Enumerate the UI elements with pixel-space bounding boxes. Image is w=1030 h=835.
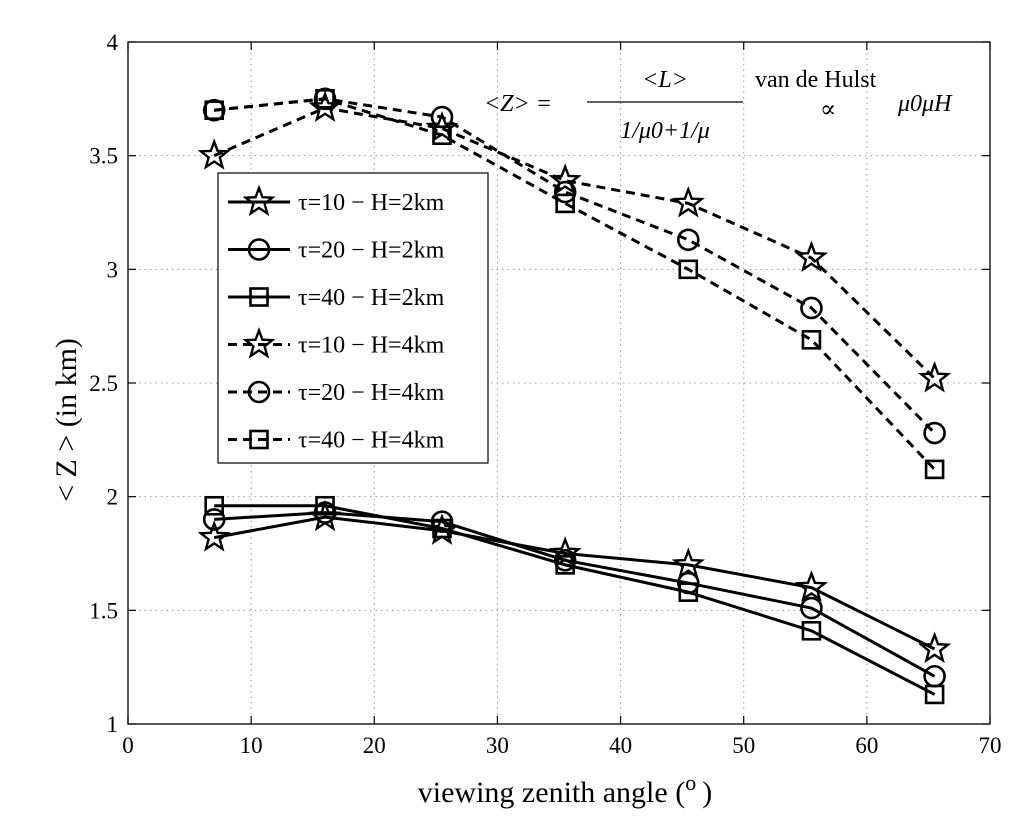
legend-entry: τ=40 − H=2km <box>228 285 445 311</box>
x-axis-label-superscript: o <box>685 770 696 795</box>
series-line <box>214 511 936 678</box>
data-point-circle <box>923 421 946 445</box>
data-point-circle <box>202 508 226 531</box>
series-3 <box>204 495 945 705</box>
x-tick-label: 10 <box>240 733 263 758</box>
data-point-square <box>432 518 452 539</box>
legend-entry: τ=10 − H=4km <box>228 327 445 359</box>
legend-entry: τ=20 − H=2km <box>228 238 445 264</box>
data-point-square <box>678 582 699 602</box>
legend-label: τ=40 − H=2km <box>298 285 445 311</box>
x-tick-label: 60 <box>855 733 878 758</box>
data-point-circle <box>553 180 577 204</box>
x-tick-label: 70 <box>979 733 1002 758</box>
legend-label: τ=10 − H=2km <box>298 190 445 216</box>
legend-label: τ=40 − H=4km <box>298 428 445 454</box>
formula-rhs: μ0μH <box>897 91 953 117</box>
legend-marker-star <box>242 184 276 217</box>
data-point-square <box>801 620 822 641</box>
data-point-circle <box>430 510 454 533</box>
series-6 <box>204 89 945 480</box>
legend-label: τ=10 − H=4km <box>298 333 445 359</box>
data-point-square <box>678 259 699 280</box>
x-axis-label-text: viewing zenith angle ( <box>418 776 685 809</box>
formula-denominator: 1/μ0+1/μ <box>620 118 710 144</box>
legend-entry: τ=10 − H=2km <box>228 184 445 217</box>
series-line <box>213 515 936 651</box>
data-point-star <box>918 361 952 393</box>
x-tick-label: 50 <box>732 733 755 758</box>
x-tick-label: 20 <box>363 733 386 758</box>
y-tick-label: 4 <box>107 30 119 55</box>
data-point-square <box>924 459 945 480</box>
data-point-star <box>671 547 705 579</box>
y-tick-label: 1 <box>107 712 119 737</box>
data-point-star <box>794 240 829 273</box>
legend-entry: τ=20 − H=4km <box>228 380 445 406</box>
data-point-square <box>204 100 224 120</box>
legend-marker-star <box>242 327 276 359</box>
x-tick-label: 30 <box>486 733 509 758</box>
axis-ticks: 0 10 20 30 40 50 60 70 1 1.5 2 2.5 3 3.5 4 <box>89 30 1001 758</box>
legend-box <box>217 172 489 464</box>
x-axis-label: viewing zenith angle (o) <box>418 770 712 809</box>
y-tick-label: 2 <box>107 485 119 510</box>
data-point-square <box>924 684 945 705</box>
data-point-square <box>204 495 224 516</box>
formula-annotation: <Z> = <L> 1/μ0+1/μ van de Hulst ∝ μ0μH <box>484 67 953 144</box>
formula-label: van de Hulst <box>755 67 877 93</box>
data-point-square <box>315 89 335 109</box>
data-point-star <box>918 631 952 664</box>
y-tick-label: 2.5 <box>89 371 118 396</box>
y-axis-label: < Z > (in km) <box>50 338 83 502</box>
legend-entry: τ=40 − H=4km <box>228 428 445 454</box>
legend-marker-square <box>249 429 269 450</box>
legend-marker-circle <box>247 380 271 404</box>
data-point-circle <box>800 596 823 620</box>
series-line <box>214 504 936 696</box>
formula-proportional: ∝ <box>820 97 836 123</box>
data-point-star <box>671 185 705 218</box>
data-point-square <box>315 495 335 516</box>
legend-label: τ=20 − H=2km <box>298 238 445 264</box>
data-point-circle <box>313 87 337 111</box>
data-point-star <box>548 163 582 195</box>
x-axis-label-close: ) <box>702 776 712 809</box>
series-layer <box>197 87 952 705</box>
data-point-square <box>801 330 822 350</box>
legend-marker-square <box>249 287 269 307</box>
data-point-circle <box>553 549 577 572</box>
x-tick-label: 40 <box>609 733 632 758</box>
data-point-circle <box>313 501 337 524</box>
data-point-square <box>432 125 452 146</box>
y-tick-label: 3 <box>107 257 119 282</box>
data-point-star <box>197 138 231 170</box>
data-point-square <box>555 555 575 575</box>
legend-marker-circle <box>247 238 271 261</box>
formula-lhs: <Z> = <box>484 91 552 117</box>
y-tick-label: 3.5 <box>89 144 118 169</box>
legend: τ=10 − H=2km τ=20 − H=2km τ=40 − H=2km τ=10… <box>217 172 489 464</box>
x-tick-label: 0 <box>122 733 134 758</box>
data-point-square <box>555 193 575 214</box>
data-point-circle <box>202 98 226 122</box>
data-point-star <box>197 520 231 552</box>
data-point-circle <box>676 228 700 252</box>
legend-label: τ=20 − H=4km <box>298 380 445 406</box>
data-point-star <box>794 570 829 602</box>
y-tick-label: 1.5 <box>89 598 118 623</box>
series-line <box>214 97 936 471</box>
formula-numerator: <L> <box>642 67 688 93</box>
data-point-circle <box>800 296 823 320</box>
